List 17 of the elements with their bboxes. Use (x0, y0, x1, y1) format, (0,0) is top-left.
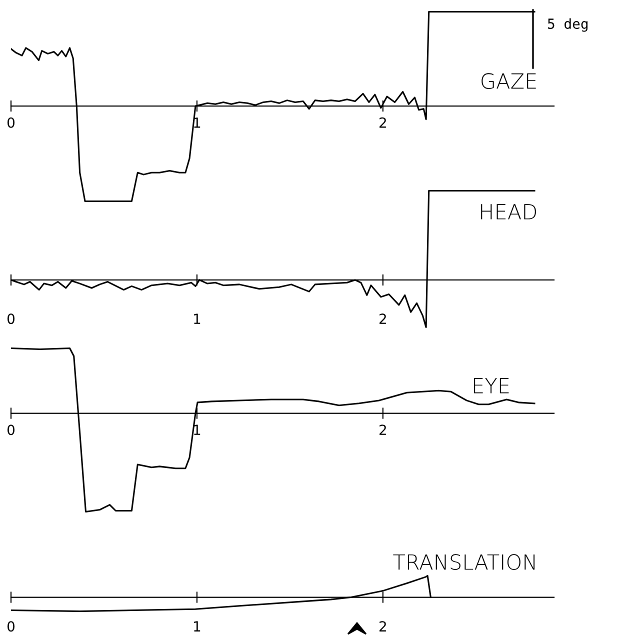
text: HEAD (481, 204, 536, 220)
x-tick-label: 0 (7, 424, 14, 436)
x-tick-label: 1 (194, 424, 200, 435)
x-tick-label: 0 (7, 117, 14, 128)
x-tick-label: 2 (380, 424, 386, 435)
x-tick-label: 2 (380, 314, 386, 324)
text: EYE (474, 378, 509, 394)
text: GAZE (482, 73, 536, 89)
x-tick-label: 2 (380, 117, 386, 128)
x-tick-label: 2 (380, 621, 386, 632)
annotation: 5 deg (548, 18, 588, 32)
x-tick-label: 0 (7, 621, 14, 632)
x-tick-label: 1 (194, 314, 200, 324)
x-tick-label: 1 (194, 621, 200, 632)
x-tick-label: 0 (7, 314, 14, 324)
chart-title: TRANSLATION (393, 554, 535, 570)
x-tick-label: 1 (194, 118, 200, 128)
